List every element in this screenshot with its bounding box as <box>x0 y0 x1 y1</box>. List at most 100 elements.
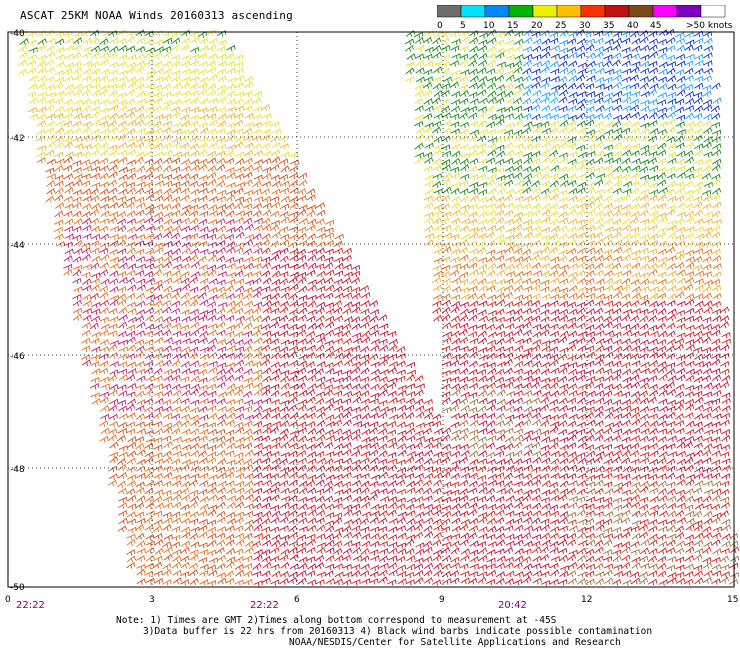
wind-barb <box>531 75 541 83</box>
wind-barb <box>334 270 344 277</box>
wind-barb <box>378 533 388 541</box>
wind-barb <box>361 540 371 548</box>
wind-barb <box>172 549 182 556</box>
wind-barb <box>252 487 263 495</box>
wind-barbs <box>17 28 740 587</box>
wind-barb <box>28 75 38 82</box>
wind-barb <box>99 203 109 210</box>
wind-barb <box>693 181 704 189</box>
wind-barb <box>450 294 461 301</box>
wind-barb <box>136 128 146 135</box>
wind-barb <box>495 47 505 54</box>
wind-barb <box>568 204 578 211</box>
wind-barb <box>181 511 191 518</box>
wind-barb <box>611 578 622 586</box>
wind-barb <box>658 398 668 405</box>
wind-barb <box>594 479 604 487</box>
wind-barb <box>422 487 433 495</box>
wind-barb <box>180 113 190 121</box>
wind-barb <box>89 159 100 166</box>
wind-barb <box>143 367 153 374</box>
wind-barb <box>621 210 631 218</box>
wind-barb <box>549 157 559 164</box>
wind-barb <box>315 293 325 300</box>
wind-barb <box>431 503 442 511</box>
wind-barb <box>603 270 614 277</box>
wind-barb <box>180 225 191 232</box>
wind-barb <box>567 434 577 442</box>
wind-barb <box>693 134 703 142</box>
wind-barb <box>451 509 461 517</box>
wind-barb <box>370 532 380 540</box>
wind-barb <box>260 435 271 442</box>
wind-barb <box>657 562 667 570</box>
wind-barb <box>657 179 667 187</box>
wind-barb <box>81 113 91 120</box>
wind-barb <box>694 300 704 308</box>
wind-barb <box>639 444 650 451</box>
wind-barb <box>36 157 46 164</box>
wind-barb <box>676 458 686 466</box>
wind-barb <box>692 346 703 353</box>
wind-barb <box>91 83 101 90</box>
wind-barb <box>315 382 325 389</box>
wind-barb <box>199 114 209 121</box>
wind-barb <box>199 472 209 480</box>
wind-barb <box>441 467 451 474</box>
wind-barb <box>81 242 91 249</box>
wind-barb <box>396 360 406 368</box>
wind-barb <box>315 263 325 270</box>
wind-barb <box>127 233 137 241</box>
wind-barb <box>702 467 712 474</box>
wind-barb <box>676 441 686 449</box>
wind-barb <box>27 31 37 38</box>
wind-barb <box>207 390 217 397</box>
wind-barb <box>73 151 83 158</box>
wind-barb <box>108 164 118 172</box>
wind-barb <box>136 548 146 555</box>
wind-barb <box>432 487 442 495</box>
wind-barb <box>234 91 245 98</box>
wind-barb <box>541 234 551 241</box>
wind-barb <box>667 375 677 382</box>
time-label-right: 20:42 <box>498 600 527 611</box>
wind-barb <box>181 234 191 241</box>
wind-barb <box>441 178 451 186</box>
wind-barb <box>558 287 568 294</box>
wind-barb <box>576 240 586 248</box>
wind-barb <box>333 578 343 586</box>
wind-barb <box>144 90 154 98</box>
wind-barb <box>684 293 695 300</box>
wind-barb <box>271 149 281 157</box>
wind-barb <box>459 308 470 316</box>
wind-barb <box>127 436 137 443</box>
wind-barb <box>298 562 308 570</box>
wind-barb <box>613 444 624 451</box>
wind-barb <box>631 510 641 518</box>
wind-barb <box>289 563 299 571</box>
wind-barb <box>694 307 704 315</box>
wind-barb <box>559 173 569 180</box>
wind-barb <box>28 97 38 105</box>
wind-barb <box>648 111 658 119</box>
wind-barb <box>251 270 262 278</box>
wind-barb <box>37 67 47 75</box>
wind-barb <box>495 67 505 75</box>
wind-barb <box>638 113 649 121</box>
wind-barb <box>503 157 514 165</box>
wind-barb <box>514 338 524 345</box>
wind-barb <box>216 239 226 247</box>
wind-barb <box>576 219 586 226</box>
wind-barb <box>468 278 478 286</box>
wind-barb <box>414 60 425 67</box>
wind-barb <box>242 127 253 135</box>
wind-barb <box>378 389 388 397</box>
wind-barb <box>540 316 550 323</box>
wind-barb <box>242 563 253 570</box>
wind-barb <box>630 406 640 413</box>
wind-barb <box>440 242 451 249</box>
wind-barb <box>647 88 658 96</box>
wind-barb <box>523 563 533 571</box>
wind-barb <box>153 127 163 135</box>
wind-barb <box>242 196 253 204</box>
